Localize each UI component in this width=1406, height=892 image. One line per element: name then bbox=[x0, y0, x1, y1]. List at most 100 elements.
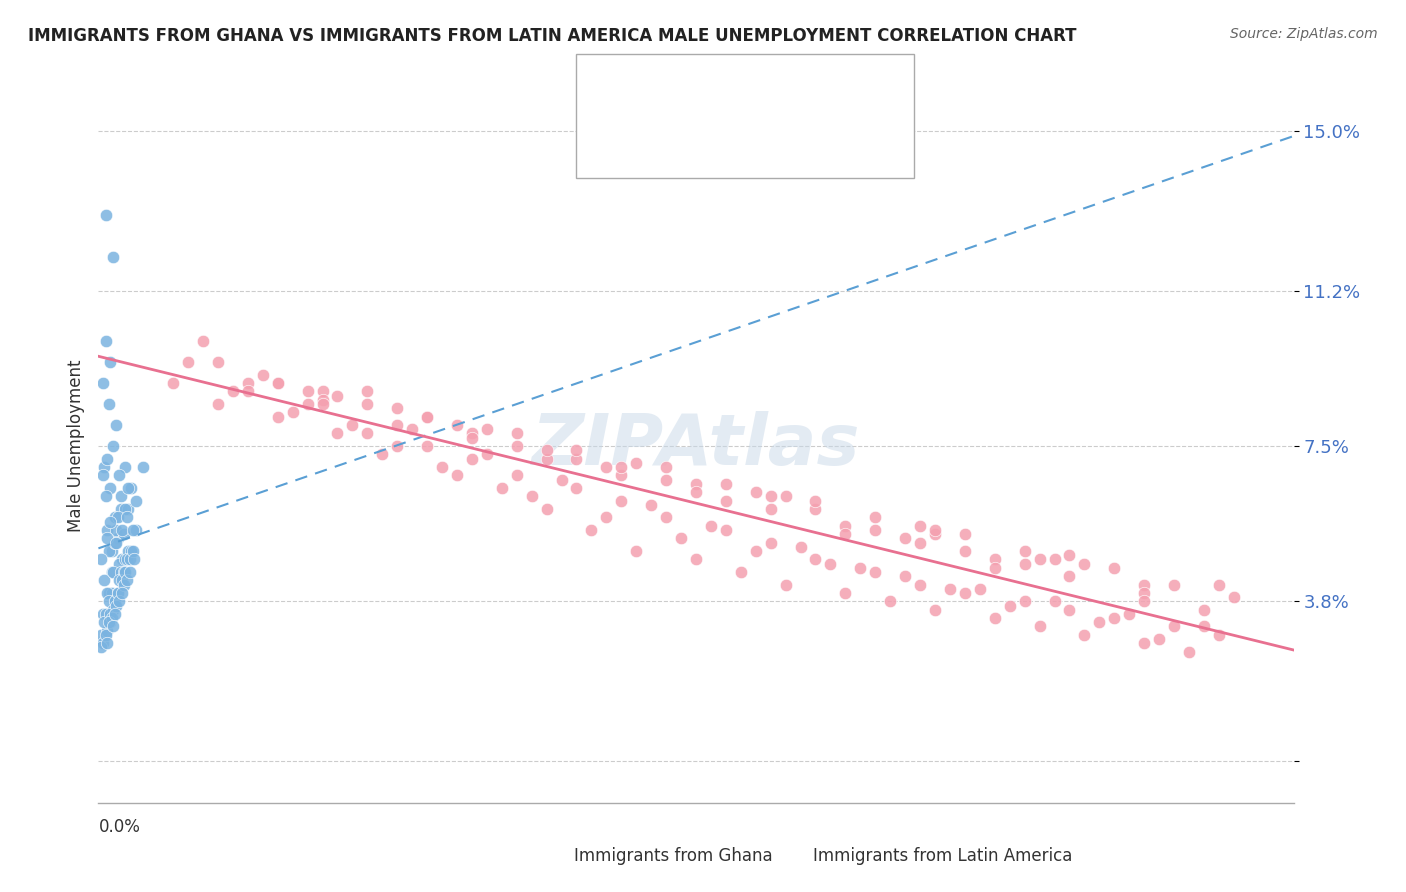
Point bbox=[91, 607, 114, 621]
Text: 0.065: 0.065 bbox=[682, 87, 738, 105]
Point bbox=[1028, 552, 1050, 566]
Point bbox=[96, 624, 118, 638]
Point bbox=[908, 535, 931, 549]
Point bbox=[506, 426, 529, 441]
Point bbox=[90, 640, 112, 655]
Point bbox=[107, 510, 129, 524]
Point bbox=[595, 460, 617, 475]
Point bbox=[356, 384, 378, 399]
Point bbox=[894, 569, 917, 583]
Point bbox=[626, 544, 648, 558]
Point bbox=[96, 532, 118, 546]
Point bbox=[117, 544, 139, 558]
Point bbox=[371, 447, 394, 461]
Point bbox=[311, 392, 333, 407]
Point bbox=[107, 586, 129, 600]
Point bbox=[326, 426, 349, 441]
Point bbox=[236, 384, 259, 399]
Point bbox=[108, 468, 131, 483]
Point bbox=[103, 603, 125, 617]
Point bbox=[1014, 544, 1036, 558]
Point bbox=[121, 523, 143, 537]
Point bbox=[101, 611, 124, 625]
Point bbox=[759, 535, 782, 549]
Point bbox=[1059, 569, 1081, 583]
Point bbox=[759, 502, 782, 516]
Point bbox=[610, 460, 633, 475]
Point bbox=[385, 401, 409, 416]
Point bbox=[430, 460, 453, 475]
Point bbox=[117, 502, 139, 516]
Point bbox=[94, 628, 117, 642]
Point bbox=[1043, 594, 1066, 608]
Point bbox=[98, 515, 122, 529]
Point bbox=[94, 208, 117, 222]
Point bbox=[103, 250, 125, 264]
Point bbox=[236, 376, 259, 390]
Point bbox=[834, 586, 856, 600]
Point bbox=[1014, 594, 1036, 608]
Point bbox=[461, 431, 484, 445]
Point bbox=[326, 389, 349, 403]
Point bbox=[1133, 594, 1156, 608]
Point bbox=[640, 498, 662, 512]
Point bbox=[775, 489, 797, 503]
Point bbox=[90, 628, 112, 642]
Point bbox=[114, 502, 136, 516]
Point bbox=[1192, 603, 1215, 617]
Point bbox=[111, 552, 134, 566]
Point bbox=[865, 565, 887, 579]
Point bbox=[311, 384, 333, 399]
Point bbox=[610, 493, 633, 508]
Point bbox=[685, 552, 707, 566]
Point bbox=[96, 636, 118, 650]
Point bbox=[939, 582, 962, 596]
Point bbox=[342, 417, 364, 432]
Point bbox=[356, 397, 378, 411]
Point bbox=[93, 574, 115, 588]
Point bbox=[191, 334, 214, 348]
Point bbox=[91, 468, 114, 483]
Point bbox=[252, 368, 274, 382]
Point bbox=[446, 417, 468, 432]
Point bbox=[461, 426, 484, 441]
Point bbox=[804, 502, 827, 516]
Point bbox=[1073, 557, 1095, 571]
Point bbox=[655, 473, 678, 487]
Point bbox=[1133, 577, 1156, 591]
Point bbox=[120, 544, 142, 558]
Point bbox=[908, 518, 931, 533]
Point bbox=[118, 565, 141, 579]
Point bbox=[101, 586, 124, 600]
Point bbox=[110, 489, 132, 503]
Point bbox=[894, 532, 917, 546]
Point bbox=[297, 384, 319, 399]
Point bbox=[714, 523, 737, 537]
Point bbox=[924, 527, 946, 541]
Point bbox=[267, 409, 290, 424]
Point bbox=[1043, 552, 1066, 566]
Point bbox=[93, 460, 115, 475]
Point bbox=[1059, 548, 1081, 562]
Point bbox=[98, 355, 122, 369]
Point bbox=[506, 468, 529, 483]
Point bbox=[356, 426, 378, 441]
Y-axis label: Male Unemployment: Male Unemployment bbox=[66, 359, 84, 533]
Point bbox=[1073, 628, 1095, 642]
Point bbox=[97, 544, 120, 558]
Point bbox=[669, 532, 692, 546]
Point bbox=[416, 409, 439, 424]
Point bbox=[536, 451, 558, 466]
Point bbox=[565, 481, 588, 495]
Point bbox=[924, 523, 946, 537]
Point bbox=[401, 422, 423, 436]
Point bbox=[565, 443, 588, 458]
Point bbox=[461, 451, 484, 466]
Point bbox=[112, 565, 135, 579]
Point bbox=[207, 397, 229, 411]
Point bbox=[984, 552, 1007, 566]
Point bbox=[90, 552, 112, 566]
Point bbox=[105, 535, 128, 549]
Text: IMMIGRANTS FROM GHANA VS IMMIGRANTS FROM LATIN AMERICA MALE UNEMPLOYMENT CORRELA: IMMIGRANTS FROM GHANA VS IMMIGRANTS FROM… bbox=[28, 27, 1077, 45]
Point bbox=[655, 460, 678, 475]
